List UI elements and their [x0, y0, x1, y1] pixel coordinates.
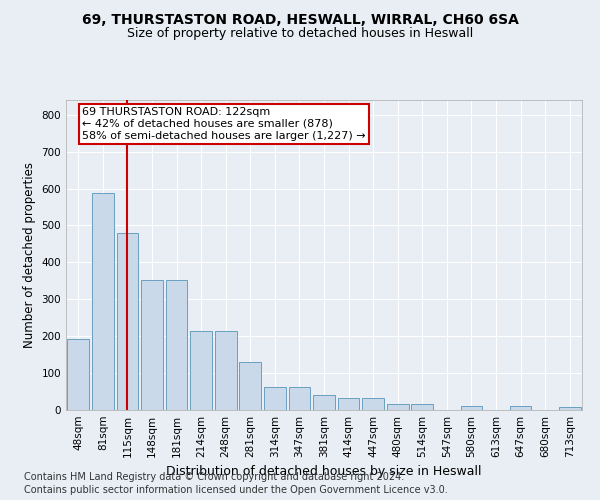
Bar: [166, 280, 187, 410]
Bar: [289, 387, 310, 410]
Text: Size of property relative to detached houses in Heswall: Size of property relative to detached ho…: [127, 28, 473, 40]
Bar: [362, 398, 384, 410]
Bar: [387, 404, 409, 410]
Bar: [190, 332, 212, 410]
Bar: [239, 362, 261, 410]
Bar: [215, 332, 236, 410]
X-axis label: Distribution of detached houses by size in Heswall: Distribution of detached houses by size …: [166, 466, 482, 478]
Bar: [412, 404, 433, 410]
Bar: [461, 406, 482, 410]
Bar: [67, 339, 89, 410]
Bar: [559, 407, 581, 410]
Bar: [141, 280, 163, 410]
Bar: [510, 406, 532, 410]
Text: 69, THURSTASTON ROAD, HESWALL, WIRRAL, CH60 6SA: 69, THURSTASTON ROAD, HESWALL, WIRRAL, C…: [82, 12, 518, 26]
Text: 69 THURSTASTON ROAD: 122sqm
← 42% of detached houses are smaller (878)
58% of se: 69 THURSTASTON ROAD: 122sqm ← 42% of det…: [82, 108, 365, 140]
Text: Contains public sector information licensed under the Open Government Licence v3: Contains public sector information licen…: [24, 485, 448, 495]
Bar: [264, 387, 286, 410]
Bar: [92, 194, 113, 410]
Bar: [116, 233, 138, 410]
Bar: [338, 398, 359, 410]
Y-axis label: Number of detached properties: Number of detached properties: [23, 162, 36, 348]
Bar: [313, 395, 335, 410]
Text: Contains HM Land Registry data © Crown copyright and database right 2024.: Contains HM Land Registry data © Crown c…: [24, 472, 404, 482]
